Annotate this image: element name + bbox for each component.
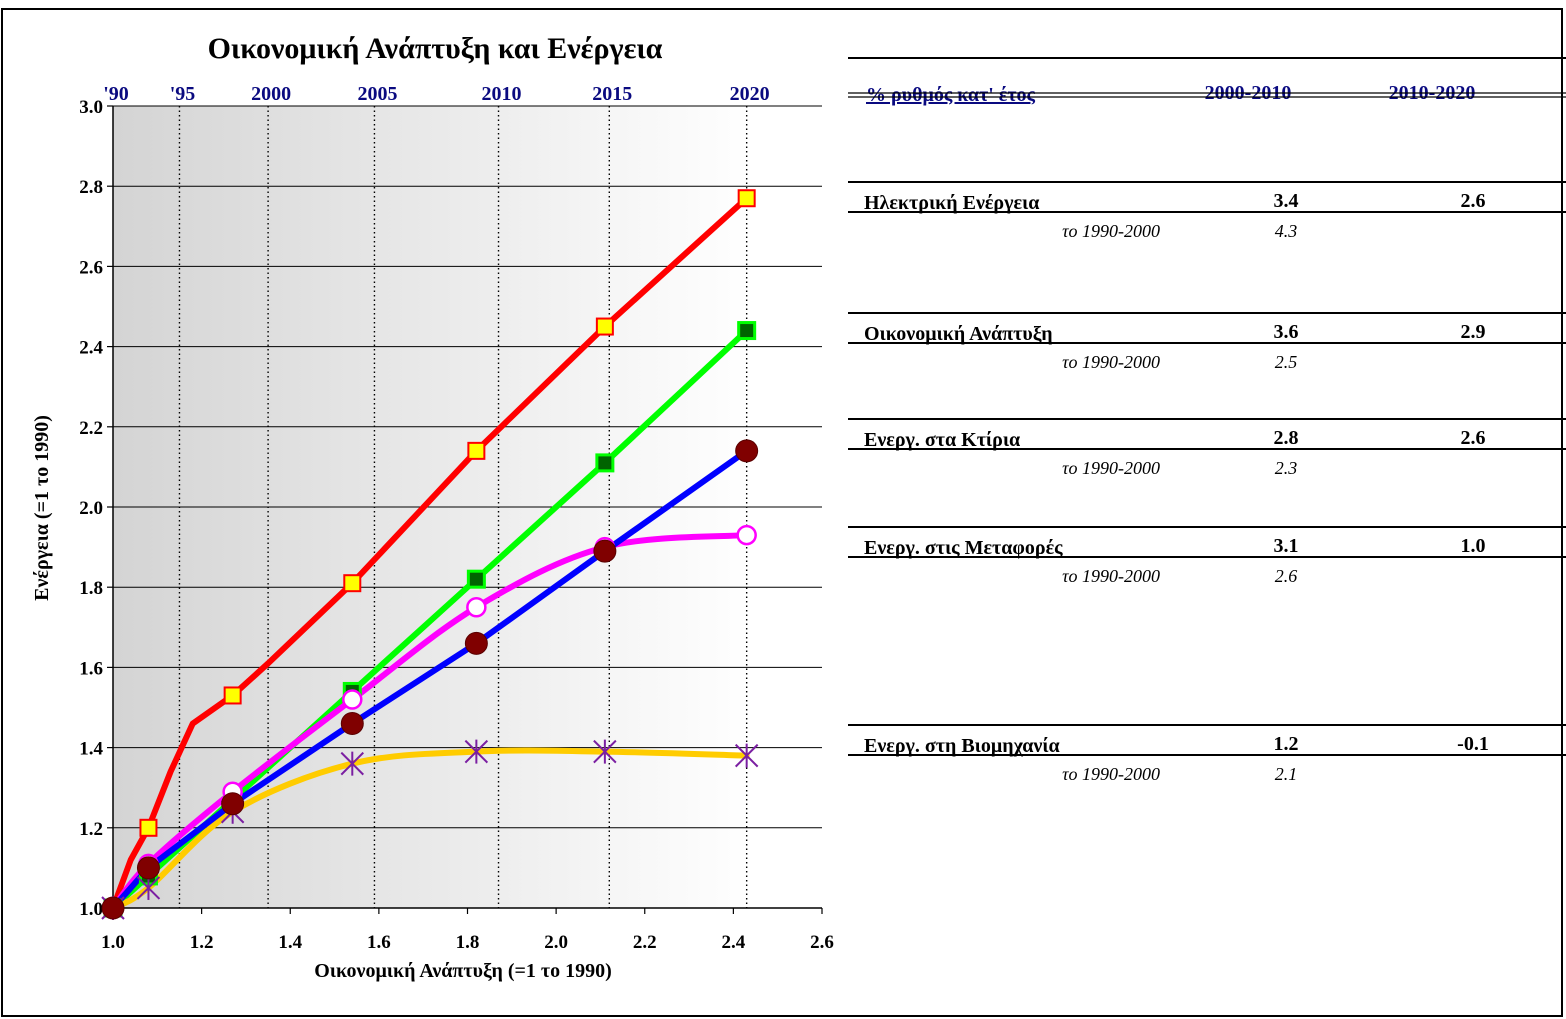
chart-title: Οικονομική Ανάπτυξη και Ενέργεια: [208, 32, 663, 65]
y-tick-label: 2.8: [79, 177, 103, 198]
data-point: [735, 439, 759, 463]
row-value-2000-2010: 3.4: [1274, 190, 1299, 212]
row-value-2000-2010: 2.8: [1274, 427, 1299, 449]
data-point: [342, 689, 363, 710]
row-value-2010-2020: 2.6: [1461, 190, 1486, 212]
y-tick-label: 3.0: [79, 97, 103, 118]
data-point: [466, 597, 487, 618]
axes: 1.0 1.2 1.4 1.6 1.8 2.0 2.2 2.4 2.6 2.8 3.0 1.0 1.2 1…: [79, 97, 834, 953]
y-tick-label: 2.4: [79, 338, 103, 359]
y-tick-label: 2.6: [79, 257, 103, 278]
x-tick-label: 2.2: [633, 932, 657, 953]
year-label: 2015: [592, 83, 632, 105]
data-point: [340, 712, 364, 736]
row-value-2010-2020: 2.9: [1461, 321, 1486, 343]
row-name: Οικονομική Ανάπτυξη: [864, 323, 1053, 345]
row-name: Ηλεκτρική Ενέργεια: [864, 192, 1039, 214]
data-point: [466, 569, 486, 589]
data-point: [736, 524, 757, 546]
x-tick-label: 2.6: [810, 932, 834, 953]
x-tick-label: 1.2: [190, 932, 214, 953]
data-point: [737, 321, 757, 341]
series-markers: [101, 189, 759, 920]
data-point: [223, 686, 242, 705]
data-point: [467, 441, 486, 460]
x-tick-label: 2.4: [722, 932, 746, 953]
row-name: Ενεργ. στις Μεταφορές: [864, 537, 1063, 559]
data-point: [734, 743, 759, 768]
year-label: '95: [170, 83, 196, 105]
table-row: Ενεργ. στη Βιομηχανία 1.2 -0.1 το 1990-2000…: [848, 724, 1566, 784]
x-tick-label: 2.0: [544, 932, 568, 953]
row-value-2010-2020: 2.6: [1461, 427, 1486, 449]
data-point: [139, 818, 158, 837]
row-value-2000-2010: 3.1: [1274, 535, 1299, 557]
growth-rate-table: % ρυθμός κατ' έτος 2000-2010 2010-2020 Η…: [848, 57, 1566, 784]
row-sub-value: 2.6: [1275, 566, 1298, 586]
data-point: [593, 539, 617, 563]
row-sub-value: 2.5: [1275, 352, 1298, 372]
year-label: 2010: [482, 83, 522, 105]
table-row: Ενεργ. στις Μεταφορές 3.1 1.0 το 1990-2000 2…: [848, 526, 1566, 586]
data-point: [136, 856, 160, 880]
x-axis-label: Οικονομική Ανάπτυξη (=1 το 1990): [314, 960, 612, 982]
y-tick-label: 2.2: [79, 418, 103, 439]
year-label: 2000: [251, 83, 291, 105]
y-tick-label: 2.0: [79, 498, 103, 519]
data-point: [101, 896, 125, 920]
table-row: Ενεργ. στα Κτίρια 2.8 2.6 το 1990-2000 2.3: [848, 418, 1566, 478]
row-sub-label: το 1990-2000: [1062, 221, 1160, 241]
row-sub-label: το 1990-2000: [1062, 764, 1160, 784]
year-label: '90: [103, 83, 129, 105]
y-axis-label: Ενέργεια (=1 το 1990): [31, 415, 53, 601]
data-point: [136, 875, 161, 900]
y-tick-label: 1.0: [79, 899, 103, 920]
row-sub-label: το 1990-2000: [1062, 566, 1160, 586]
row-sub-value: 2.3: [1275, 458, 1298, 478]
data-point: [340, 751, 364, 776]
table-row: Οικονομική Ανάπτυξη 3.6 2.9 το 1990-2000 2.5: [848, 312, 1566, 372]
figure-frame: [1, 8, 1563, 1017]
row-value-2000-2010: 1.2: [1274, 733, 1299, 755]
row-name: Ενεργ. στα Κτίρια: [864, 429, 1020, 451]
table-header-label: % ρυθμός κατ' έτος: [866, 84, 1036, 106]
y-tick-label: 1.4: [79, 739, 103, 760]
row-value-2010-2020: 1.0: [1461, 535, 1486, 557]
x-tick-label: 1.6: [367, 932, 391, 953]
data-point: [464, 631, 488, 655]
x-tick-label: 1.4: [278, 932, 302, 953]
row-sub-value: 2.1: [1275, 764, 1298, 784]
y-tick-label: 1.6: [79, 658, 103, 679]
year-label: 2005: [357, 83, 397, 105]
table-row: Ηλεκτρική Ενέργεια 3.4 2.6 το 1990-2000 4.3: [848, 181, 1566, 241]
row-name: Ενεργ. στη Βιομηχανία: [864, 735, 1060, 757]
row-sub-value: 4.3: [1275, 221, 1298, 241]
data-point: [595, 453, 615, 473]
row-value-2010-2020: -0.1: [1457, 733, 1489, 755]
data-point: [737, 189, 756, 208]
row-value-2000-2010: 3.6: [1274, 321, 1299, 343]
data-point: [595, 317, 614, 336]
year-label: 2020: [730, 83, 770, 105]
y-tick-label: 1.2: [79, 819, 103, 840]
year-axis: '90 '95 2000 2005 2010 2015 2020: [103, 83, 770, 908]
row-sub-label: το 1990-2000: [1062, 458, 1160, 478]
row-sub-label: το 1990-2000: [1062, 352, 1160, 372]
x-tick-label: 1.0: [101, 932, 125, 953]
data-point: [221, 792, 245, 816]
data-point: [343, 574, 362, 593]
x-tick-label: 1.8: [456, 932, 480, 953]
data-point: [464, 739, 489, 764]
y-tick-label: 1.8: [79, 578, 103, 599]
data-point: [593, 739, 617, 764]
